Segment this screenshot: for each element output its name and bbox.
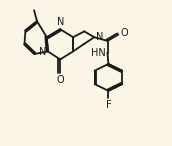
Text: O: O bbox=[56, 75, 64, 85]
Text: HN: HN bbox=[91, 48, 105, 58]
Text: F: F bbox=[106, 100, 111, 110]
Text: N: N bbox=[57, 17, 64, 27]
Text: N: N bbox=[96, 32, 104, 42]
Text: N: N bbox=[39, 47, 46, 57]
Text: O: O bbox=[121, 28, 128, 38]
